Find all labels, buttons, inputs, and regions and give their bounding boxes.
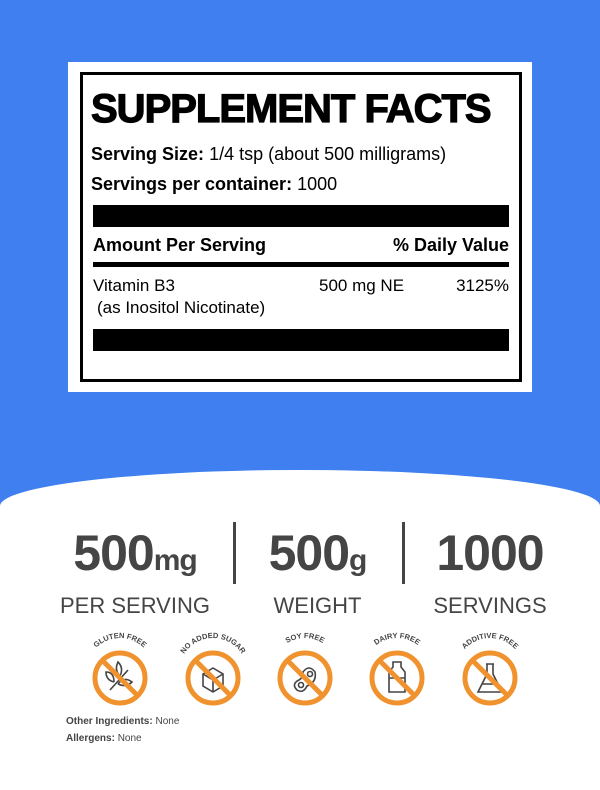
serving-size-value: 1/4 tsp (about 500 milligrams) — [209, 144, 447, 164]
divider-line — [93, 262, 509, 267]
badge-soy-free: SOY FREE — [260, 628, 350, 708]
allergens-value: None — [117, 733, 142, 744]
stat-value: 1000 — [436, 525, 544, 581]
ingredients-label: Other Ingredients: — [66, 716, 153, 727]
servings-value: 1000 — [297, 174, 338, 194]
prohibition-circle — [185, 650, 241, 706]
prohibition-circle — [462, 650, 518, 706]
badge-dairy-free: DAIRY FREE — [352, 628, 442, 708]
stat-unit: g — [349, 544, 367, 577]
stat-label: PER SERVING — [60, 593, 210, 618]
badge-text: ADDITIVE FREE — [460, 631, 521, 651]
nutrient-dv: 3125% — [456, 276, 509, 295]
prohibition-slash — [194, 659, 232, 697]
supplement-facts-label: SUPPLEMENT FACTS Serving Size: 1/4 tsp (… — [68, 62, 532, 392]
stat-label: SERVINGS — [433, 593, 547, 618]
badge-no-added-sugar: NO ADDED SUGAR — [168, 628, 258, 708]
allergens-label: Allergens: — [66, 733, 115, 744]
servings-label: Servings per container: — [91, 174, 293, 194]
servings-per-container: Servings per container: 1000 — [91, 169, 511, 199]
table-header: Amount Per Serving % Daily Value — [91, 227, 511, 262]
ingredients-value: None — [155, 716, 180, 727]
other-ingredients: Other Ingredients: None — [66, 716, 179, 727]
divider-bar — [93, 205, 509, 227]
serving-size: Serving Size: 1/4 tsp (about 500 milligr… — [91, 139, 511, 169]
stat-divider — [233, 522, 236, 584]
stat-unit: mg — [153, 544, 198, 577]
stat-per-serving: 500mg PER SERVING — [55, 525, 215, 623]
table-row: Vitamin B3 (as Inositol Nicotinate) 500 m… — [91, 267, 511, 329]
badge-additive-free: ADDITIVE FREE — [445, 628, 535, 708]
badge-text: DAIRY FREE — [372, 631, 422, 647]
prohibition-circle — [369, 650, 425, 706]
soybean-icon — [293, 667, 317, 693]
stat-divider — [402, 522, 405, 584]
prohibition-slash — [378, 659, 416, 697]
nutrient-name: Vitamin B3 — [93, 276, 175, 295]
serving-size-label: Serving Size: — [91, 144, 205, 164]
prohibition-circle — [92, 650, 148, 706]
stat-label: WEIGHT — [273, 593, 362, 618]
amount-header: Amount Per Serving — [93, 235, 267, 255]
allergens: Allergens: None — [66, 733, 142, 744]
divider-bar — [93, 329, 509, 351]
white-curve — [0, 470, 600, 790]
stat-value: 500 — [268, 525, 350, 581]
stat-servings: 1000 SERVINGS — [415, 525, 565, 623]
badge-gluten-free: GLUTEN FREE — [75, 628, 165, 708]
prohibition-slash — [471, 659, 509, 697]
prohibition-slash — [286, 659, 324, 697]
stat-value: 500 — [73, 525, 154, 581]
prohibition-slash — [101, 659, 139, 697]
nutrient-source: (as Inositol Nicotinate) — [97, 298, 266, 317]
stat-weight: 500g WEIGHT — [245, 525, 390, 623]
prohibition-circle — [277, 650, 333, 706]
label-title: SUPPLEMENT FACTS — [90, 86, 492, 131]
dv-header: % Daily Value — [392, 235, 509, 255]
badge-text: GLUTEN FREE — [92, 631, 149, 649]
badge-text: SOY FREE — [284, 631, 327, 645]
nutrient-amount: 500 mg NE — [319, 276, 405, 295]
